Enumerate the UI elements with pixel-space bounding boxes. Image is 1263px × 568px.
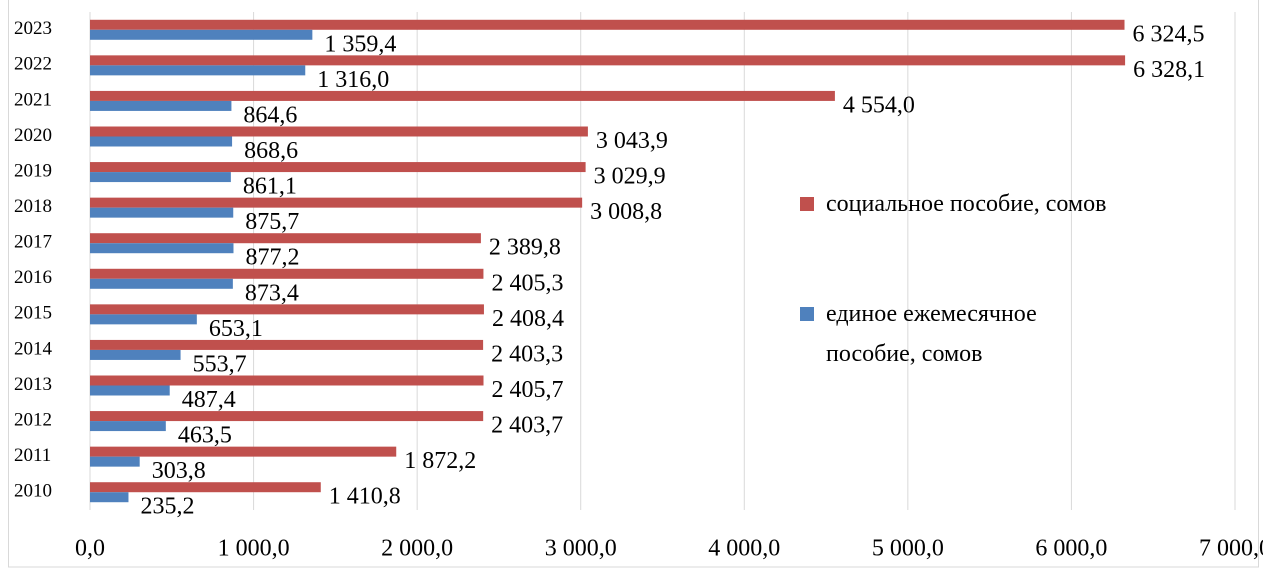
bar [90,29,313,40]
bar [90,314,197,325]
x-tick-label: 6 000,0 [1035,536,1107,562]
data-label: 1 359,4 [324,31,396,57]
data-label: 6 324,5 [1133,21,1205,47]
bar [90,126,588,137]
data-label: 3 029,9 [594,164,666,190]
bar [90,233,481,244]
y-tick-label: 2013 [14,374,52,395]
legend-label: единое ежемесячное пособие, сомов [826,301,1037,367]
bar [90,268,484,279]
x-tick-label: 2 000,0 [381,536,453,562]
data-label: 2 405,7 [492,377,564,403]
x-tick-label: 5 000,0 [872,536,944,562]
data-label: 1 316,0 [317,67,389,93]
bar [90,90,835,101]
bar [90,278,233,289]
bar [90,482,321,493]
y-tick-label: 2020 [14,125,52,146]
bar [90,136,233,147]
data-label: 2 405,3 [491,270,563,296]
data-label: 1 410,8 [329,484,401,510]
bar [90,65,306,76]
bar [90,55,1126,66]
data-label: 2 389,8 [489,235,561,261]
bar [90,172,231,183]
y-tick-label: 2017 [14,232,52,253]
data-label: 861,1 [243,174,297,200]
y-tick-label: 2021 [14,89,52,110]
x-tick-label: 0,0 [75,536,105,562]
bar [90,19,1125,30]
bar [90,339,484,350]
bar [90,304,484,315]
x-tick-label: 4 000,0 [708,536,780,562]
data-label: 875,7 [245,209,299,235]
bar [90,349,181,360]
data-label: 3 043,9 [596,128,668,154]
data-label: 868,6 [244,138,298,164]
bar [90,456,140,467]
bar [90,411,484,422]
y-tick-label: 2023 [14,18,52,39]
data-label: 1 872,2 [404,448,476,474]
data-label: 235,2 [140,494,194,520]
data-label: 864,6 [243,102,297,128]
y-tick-label: 2018 [14,196,52,217]
data-label: 3 008,8 [590,199,662,225]
y-tick-label: 2016 [14,267,52,288]
y-tick-label: 2011 [14,445,51,466]
y-tick-label: 2015 [14,303,52,324]
data-label: 653,1 [209,316,263,342]
data-label: 2 408,4 [492,306,564,332]
x-tick-label: 3 000,0 [545,536,617,562]
bar [90,162,586,173]
legend-label: социальное пособие, сомов [826,191,1107,217]
data-label: 303,8 [152,458,206,484]
y-tick-label: 2012 [14,409,52,430]
data-label: 4 554,0 [843,92,915,118]
data-label: 2 403,7 [491,413,563,439]
y-tick-label: 2014 [14,338,53,359]
x-tick-label: 1 000,0 [218,536,290,562]
bar [90,100,232,111]
legend-swatch [800,197,814,211]
bar [90,197,583,208]
data-label: 873,4 [245,280,299,306]
legend-item: социальное пособие, сомов [800,184,1250,224]
bar [90,243,234,254]
data-label: 2 403,3 [491,341,563,367]
bar [90,207,234,218]
bar [90,446,397,457]
x-tick-label: 7 000,0 [1199,536,1263,562]
bar [90,375,484,386]
y-tick-label: 2022 [14,54,52,75]
data-label: 463,5 [178,423,232,449]
data-label: 487,4 [182,387,236,413]
bar [90,385,170,396]
y-tick-label: 2019 [14,160,52,181]
data-label: 877,2 [245,245,299,271]
data-label: 553,7 [193,351,247,377]
legend-item: единое ежемесячное пособие, сомов [800,294,1100,374]
chart-border [8,0,1259,568]
y-tick-label: 2010 [14,481,52,502]
legend-swatch [800,307,814,321]
bar [90,492,129,503]
data-label: 6 328,1 [1133,57,1205,83]
bar [90,421,166,432]
